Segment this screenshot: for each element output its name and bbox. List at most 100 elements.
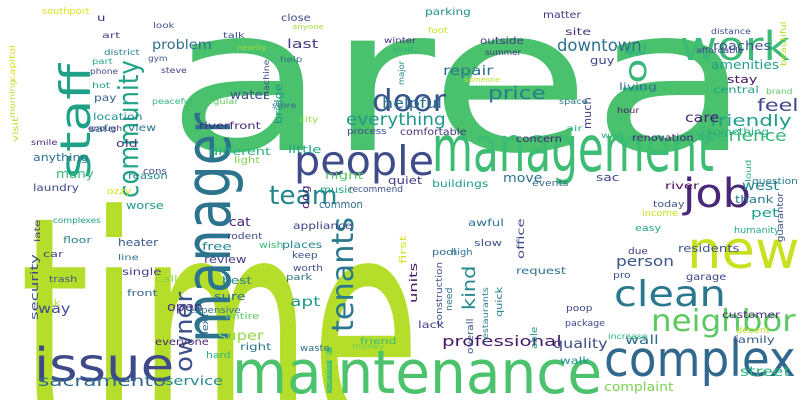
word-capitol: capitol [8, 45, 17, 81]
word-foot: foot [428, 26, 448, 35]
word-lack: lack [418, 320, 445, 331]
word-walk: walk [560, 356, 590, 367]
word-sacramento: sacramento [38, 372, 167, 390]
word-professional: professional [442, 334, 562, 350]
word-stay: stay [727, 73, 758, 86]
word-person: person [616, 254, 674, 270]
word-ask: ask [40, 299, 61, 309]
word-helpful: helpful [382, 96, 442, 112]
word-rodent: rodent [227, 232, 263, 242]
word-city: city [299, 115, 319, 124]
word-light: light [234, 156, 260, 166]
word-able: able [530, 326, 540, 349]
word-peaceful: peaceful [152, 97, 193, 106]
word-awful: awful [468, 218, 504, 229]
word-garage: garage [686, 272, 727, 283]
word-art: art [102, 31, 121, 40]
word-new: new [687, 221, 800, 281]
word-little: little [288, 143, 322, 156]
word-beautiful: beautiful [779, 21, 788, 66]
word-quick: quick [495, 286, 505, 317]
word-worth: worth [293, 264, 323, 274]
word-well: well [601, 131, 623, 140]
word-guarantor: guarantor [776, 192, 786, 242]
word-door: door [372, 84, 447, 119]
word-service: service [165, 374, 223, 388]
word-wish: wish [259, 241, 284, 251]
word-anything: anything [33, 151, 89, 164]
word-common: common [319, 198, 363, 211]
word-today: today [653, 200, 685, 210]
word-quality: quality [553, 337, 608, 352]
word-sac: sac [596, 171, 620, 184]
word-construction: construction [435, 262, 445, 326]
word-package: package [565, 319, 605, 329]
word-late: late [33, 219, 42, 242]
word-floor: floor [63, 236, 92, 246]
word-slow: slow [474, 239, 503, 249]
word-sure: sure [214, 290, 246, 303]
word-money: money [352, 342, 385, 351]
word-southport: southport [42, 7, 90, 17]
word-price: price [488, 83, 546, 104]
word-kind: kind [459, 265, 480, 310]
word-air: air [566, 124, 583, 133]
word-apt: apt [290, 295, 321, 310]
word-heater: heater [118, 236, 159, 249]
word-amenities: amenities [711, 58, 780, 72]
word-friend: friend [360, 337, 397, 347]
word-security: security [28, 254, 41, 320]
word-last: last [287, 37, 319, 51]
word-decent: decent [736, 326, 770, 336]
word-many: many [56, 167, 94, 181]
word-cons: cons [143, 167, 167, 177]
word-next: next [201, 314, 211, 338]
word-laundry: laundry [33, 183, 79, 194]
word-quiet: quiet [388, 174, 423, 187]
word-request: request [516, 266, 567, 277]
word-park: park [286, 273, 313, 283]
word-restaurants: restaurants [481, 287, 490, 343]
word-comfortable: comfortable [400, 127, 467, 138]
word-river: river [665, 181, 700, 192]
word-major: major [397, 60, 406, 85]
word-high: high [451, 248, 473, 258]
word-increase: increase [608, 332, 648, 341]
word-need: need [445, 287, 455, 311]
word-question: question [752, 177, 798, 187]
word-call: call [155, 275, 178, 285]
word-overall: overall [466, 318, 476, 354]
word-free: free [202, 240, 232, 253]
word-hot: hot [92, 81, 111, 90]
word-single: single [122, 267, 162, 278]
word-team: team [269, 181, 338, 211]
word-gym: gym [148, 54, 168, 63]
word-concern: concern [516, 134, 562, 145]
word-best: best [222, 274, 252, 287]
word-people: people [294, 137, 434, 185]
word-reason: reason [128, 171, 168, 182]
word-customer: customer [722, 310, 781, 321]
word-anyone: anyone [292, 23, 324, 31]
word-central: central [713, 85, 759, 96]
word-due: due [628, 247, 648, 257]
word-complex: complex [604, 331, 796, 388]
word-outside: outside [480, 36, 524, 47]
word-u: u [97, 13, 106, 24]
word-work: work [680, 24, 790, 70]
word-downtown: downtown [557, 36, 642, 56]
word-line: line [118, 253, 139, 262]
word-area: area [166, 0, 752, 198]
word-ozzy: ozzy [107, 187, 132, 197]
word-affordable: affordable [696, 46, 744, 55]
word-first: first [399, 235, 409, 264]
word-pool: pool [432, 248, 457, 258]
word-tenants: tenants [326, 216, 361, 332]
word-space: space [559, 97, 588, 106]
word-smile: smile [31, 138, 58, 147]
word-someone: someone [464, 76, 501, 84]
word-distance: distance [711, 27, 751, 36]
word-pro: pro [613, 271, 631, 281]
word-buildings: buildings [432, 179, 489, 190]
word-feel: feel [757, 96, 799, 116]
